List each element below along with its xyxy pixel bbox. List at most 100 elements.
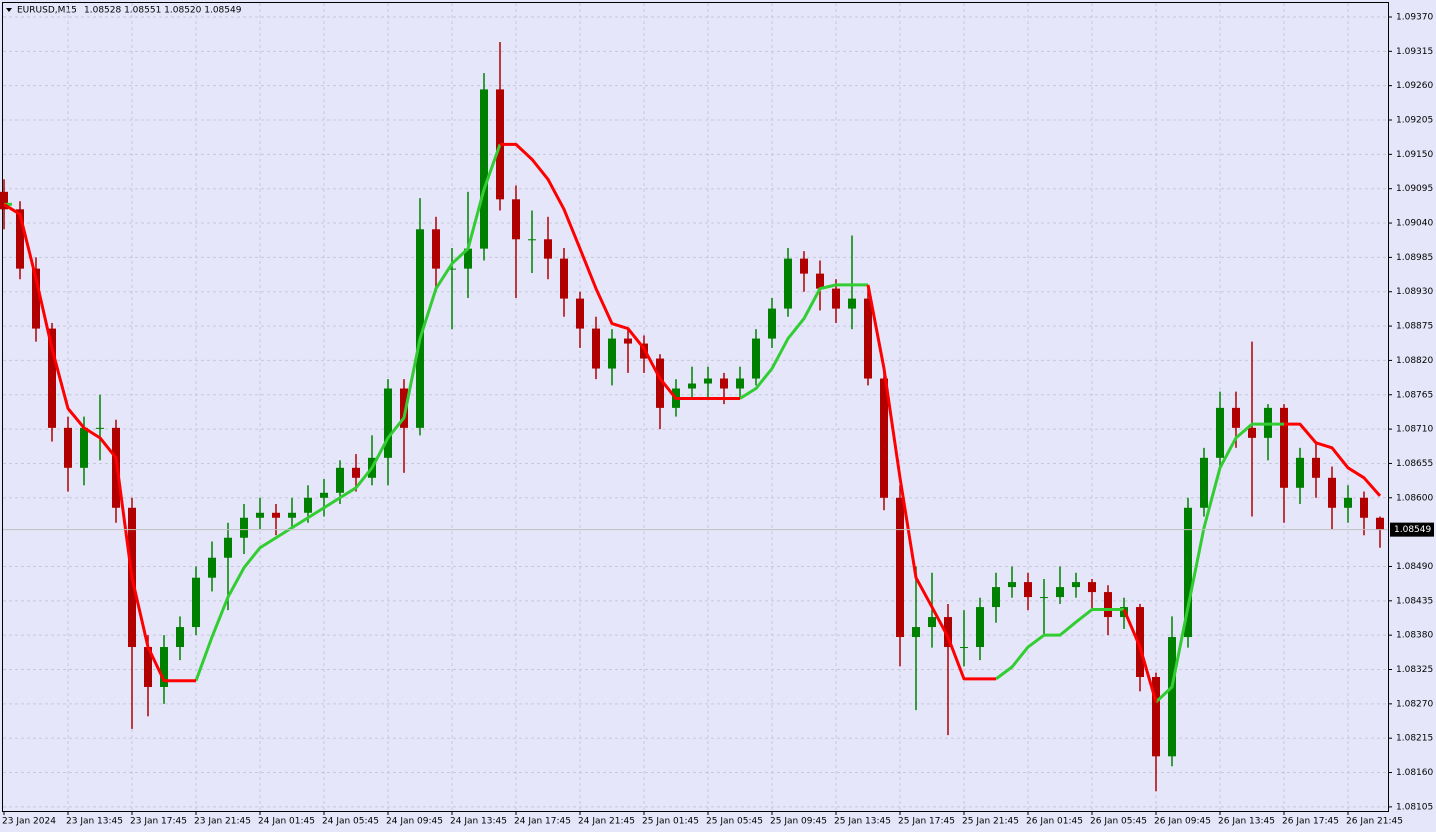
y-tick-label: 1.08435 [1396, 596, 1433, 606]
x-tick-label: 26 Jan 21:45 [1346, 817, 1403, 827]
plot-frame [2, 2, 1389, 812]
candle-body [960, 647, 968, 649]
candle-body [1024, 582, 1032, 598]
indicator-line [995, 608, 1124, 681]
x-tick-label: 24 Jan 05:45 [322, 817, 379, 827]
indicator-line [1154, 422, 1284, 704]
y-tick-label: 1.08710 [1396, 425, 1433, 435]
candle-body [544, 239, 552, 259]
candle-body [224, 537, 232, 558]
y-tick-label: 1.08985 [1396, 253, 1433, 263]
candle-body [560, 258, 568, 299]
candle-body [512, 199, 520, 240]
current-price-box [1390, 522, 1434, 537]
candle-body [256, 512, 264, 518]
candle-body [608, 338, 616, 369]
x-tick-label: 24 Jan 21:45 [578, 817, 635, 827]
y-tick-label: 1.08270 [1396, 699, 1433, 709]
candle-body [1344, 497, 1352, 508]
y-tick-label: 1.08215 [1396, 734, 1433, 744]
x-tick-label: 24 Jan 01:45 [258, 817, 315, 827]
candle-body [1312, 457, 1320, 478]
candle-body [800, 258, 808, 274]
y-tick-label: 1.09150 [1396, 150, 1433, 160]
x-tick-label: 26 Jan 13:45 [1218, 817, 1275, 827]
candle-body [704, 378, 712, 384]
candle-body [144, 647, 152, 687]
candle-body [1200, 457, 1208, 508]
candle-body [64, 427, 72, 468]
y-tick-label: 1.08490 [1396, 562, 1433, 572]
candle-body [656, 358, 664, 408]
candle-body [736, 378, 744, 389]
candle-body [16, 209, 24, 269]
candle-body [96, 427, 104, 429]
x-tick-label: 26 Jan 01:45 [1026, 817, 1083, 827]
candle-body [176, 627, 184, 648]
x-tick-label: 25 Jan 01:45 [642, 817, 699, 827]
candle-body [1360, 497, 1368, 518]
x-tick-label: 25 Jan 13:45 [834, 817, 891, 827]
x-tick-label: 26 Jan 17:45 [1282, 817, 1339, 827]
candle-body [592, 328, 600, 369]
candle-body [576, 298, 584, 329]
indicator-line [739, 283, 868, 400]
candle-body [416, 229, 424, 428]
x-tick-label: 24 Jan 17:45 [514, 817, 571, 827]
candle-body [1376, 517, 1384, 530]
x-tick-label: 26 Jan 05:45 [1090, 817, 1147, 827]
candle-body [1056, 587, 1064, 598]
candle-body [32, 268, 40, 329]
y-tick-label: 1.08820 [1396, 356, 1433, 366]
candle-body [304, 497, 312, 513]
x-tick-label: 25 Jan 09:45 [770, 817, 827, 827]
y-tick-label: 1.09260 [1396, 81, 1433, 91]
y-tick-label: 1.08655 [1396, 459, 1433, 469]
candle-body [864, 298, 872, 379]
menu-arrow[interactable] [6, 8, 12, 12]
candle-body [1104, 592, 1112, 618]
candle-body [848, 298, 856, 309]
candle-body [944, 617, 952, 648]
candle-body [0, 191, 8, 210]
candle-body [832, 288, 840, 309]
candle-body [480, 89, 488, 249]
candle-body [208, 557, 216, 578]
y-tick-label: 1.09370 [1396, 12, 1433, 22]
candle-body [784, 258, 792, 309]
candle-body [1232, 407, 1240, 428]
candle-body [1216, 407, 1224, 458]
candle-body [448, 268, 456, 270]
candle-body [272, 512, 280, 518]
indicator-line [500, 142, 740, 401]
candle-body [48, 328, 56, 428]
candle-body [240, 517, 248, 538]
indicator-line [3, 203, 196, 683]
candle-body [80, 427, 88, 468]
x-tick-label: 26 Jan 09:45 [1154, 817, 1211, 827]
y-tick-label: 1.09040 [1396, 219, 1433, 229]
x-tick-label: 24 Jan 09:45 [386, 817, 443, 827]
candle-body [1072, 582, 1080, 588]
candle-body [1328, 477, 1336, 508]
candle-body [1088, 582, 1096, 593]
candle-body [464, 248, 472, 269]
candle-body [720, 378, 728, 389]
candle-body [192, 577, 200, 628]
candle-body [1248, 427, 1256, 438]
candle-body [352, 467, 360, 478]
y-tick-label: 1.08875 [1396, 322, 1433, 332]
indicator-line [1122, 608, 1158, 703]
candle-body [1184, 507, 1192, 638]
x-tick-label: 24 Jan 13:45 [450, 817, 507, 827]
x-tick-label: 23 Jan 21:45 [194, 817, 251, 827]
y-tick-label: 1.08930 [1396, 287, 1433, 297]
current-price-label: 1.08549 [1394, 525, 1431, 535]
candle-body [992, 587, 1000, 608]
candle-body [976, 607, 984, 648]
candle-body [1008, 582, 1016, 588]
candle-body [528, 239, 536, 241]
candle-body [1296, 457, 1304, 488]
y-tick-label: 1.09205 [1396, 116, 1433, 126]
